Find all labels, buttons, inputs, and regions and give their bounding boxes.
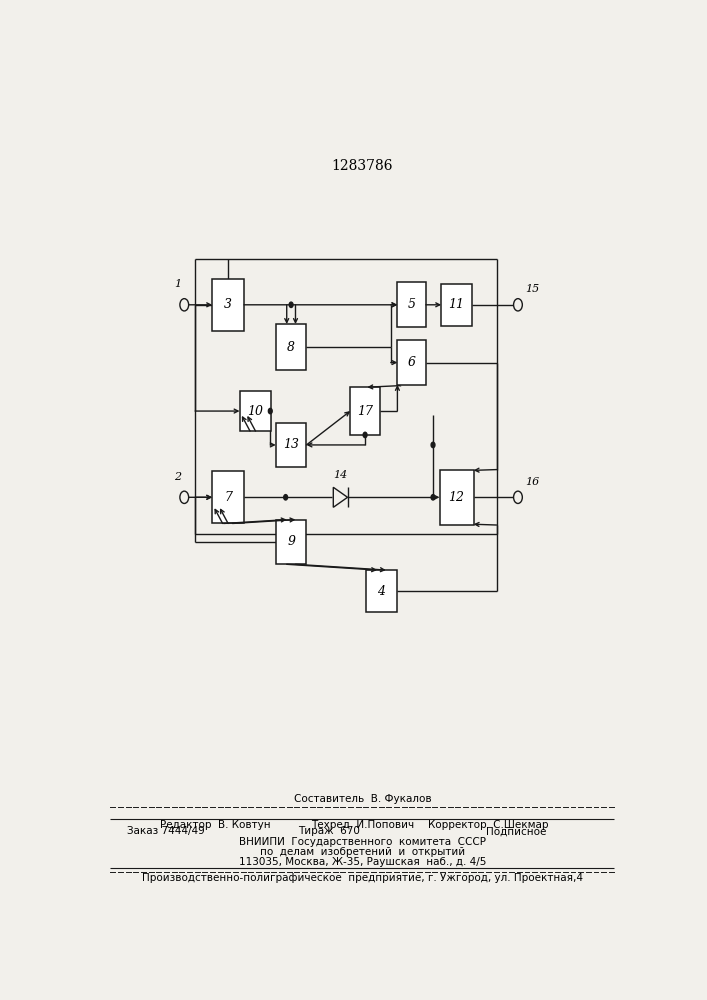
Text: Техред  И.Попович: Техред И.Попович — [311, 820, 414, 830]
Text: Подписное: Подписное — [486, 826, 546, 836]
Text: Заказ 7444/49: Заказ 7444/49 — [127, 826, 204, 836]
Text: 11: 11 — [448, 298, 464, 311]
Circle shape — [284, 495, 288, 500]
Text: 9: 9 — [287, 535, 295, 548]
Text: Редактор  В. Ковтун: Редактор В. Ковтун — [160, 820, 270, 830]
Bar — [350, 387, 380, 435]
Text: 3: 3 — [224, 298, 232, 311]
Text: 6: 6 — [408, 356, 416, 369]
Bar — [397, 282, 426, 327]
Text: 12: 12 — [448, 491, 464, 504]
Bar — [440, 470, 474, 525]
Text: Тираж  670: Тираж 670 — [298, 826, 361, 836]
Bar — [240, 391, 271, 431]
Text: 8: 8 — [287, 341, 295, 354]
Circle shape — [289, 302, 293, 307]
Text: 13: 13 — [283, 438, 299, 451]
Bar — [366, 570, 397, 612]
Circle shape — [431, 442, 435, 448]
Text: 16: 16 — [525, 477, 540, 487]
Circle shape — [363, 432, 367, 438]
Text: по  делам  изобретений  и  открытий: по делам изобретений и открытий — [259, 847, 465, 857]
Text: ВНИИПИ  Государственного  комитета  СССР: ВНИИПИ Государственного комитета СССР — [239, 837, 486, 847]
Circle shape — [269, 408, 272, 414]
Bar — [212, 471, 244, 523]
Text: Производственно-полиграфическое  предприятие, г. Ужгород, ул. Проектная,4: Производственно-полиграфическое предприя… — [142, 873, 583, 883]
Bar — [397, 340, 426, 385]
Text: 10: 10 — [247, 405, 264, 418]
Text: 1: 1 — [174, 279, 181, 289]
Text: 4: 4 — [378, 585, 385, 598]
Circle shape — [513, 299, 522, 311]
Circle shape — [513, 491, 522, 503]
Circle shape — [180, 491, 189, 503]
Text: 2: 2 — [174, 472, 181, 482]
Text: 5: 5 — [408, 298, 416, 311]
Circle shape — [180, 299, 189, 311]
Text: 7: 7 — [224, 491, 232, 504]
Bar — [212, 279, 244, 331]
Text: 14: 14 — [333, 470, 348, 480]
Text: 15: 15 — [525, 284, 540, 294]
Bar — [441, 284, 472, 326]
Bar — [276, 423, 306, 467]
Circle shape — [431, 495, 435, 500]
Text: 17: 17 — [357, 405, 373, 418]
Bar — [276, 324, 306, 370]
Text: 113035, Москва, Ж-35, Раушская  наб., д. 4/5: 113035, Москва, Ж-35, Раушская наб., д. … — [239, 857, 486, 867]
Bar — [276, 520, 306, 564]
Text: 1283786: 1283786 — [332, 159, 393, 173]
Text: Составитель  В. Фукалов: Составитель В. Фукалов — [293, 794, 431, 804]
Text: Корректор  С.Шекмар: Корректор С.Шекмар — [428, 820, 549, 830]
